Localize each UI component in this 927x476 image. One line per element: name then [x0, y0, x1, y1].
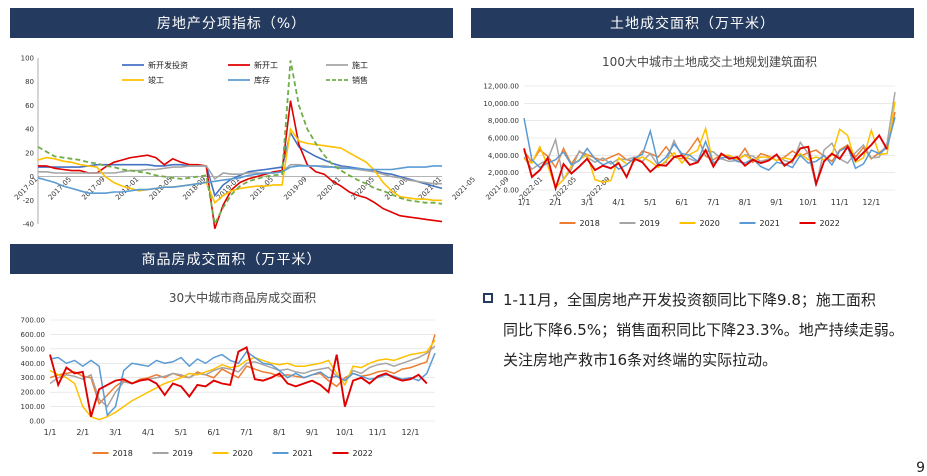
legend-label: 2022 [820, 219, 840, 228]
x-tick-label: 3/1 [109, 428, 122, 437]
x-tick-label: 11/1 [831, 198, 849, 207]
legend-label: 2021 [293, 449, 313, 458]
legend-label: 2018 [580, 219, 600, 228]
chart-title: 100大中城市土地成交土地规划建筑面积 [602, 54, 817, 69]
bullet-square-icon [483, 293, 493, 303]
y-tick-label: -40 [23, 221, 34, 229]
x-tick-label: 9/1 [770, 198, 783, 207]
x-tick-label: 4/1 [142, 428, 155, 437]
y-tick-label: 0.00 [29, 418, 45, 426]
legend-label: 2019 [640, 219, 660, 228]
x-tick-label: 11/1 [369, 428, 387, 437]
page-number: 9 [916, 460, 925, 476]
y-tick-label: 2,000.00 [488, 169, 519, 177]
legend-label: 2019 [173, 449, 193, 458]
y-tick-label: 80 [25, 78, 34, 86]
y-tick-label: 500.00 [21, 345, 46, 353]
header-housing: 商品房成交面积（万平米） [10, 244, 453, 274]
y-tick-label: 12,000.00 [483, 83, 519, 91]
x-tick-label: 6/1 [675, 198, 688, 207]
y-tick-label: 600.00 [21, 331, 46, 339]
series-line [523, 133, 888, 192]
x-tick-label: 7/1 [707, 198, 720, 207]
legend-label: 2022 [353, 449, 373, 458]
y-tick-label: 40 [25, 126, 34, 134]
x-tick-label: 8/1 [739, 198, 752, 207]
legend-label: 新开发投资 [148, 60, 188, 70]
y-tick-label: 200.00 [21, 389, 46, 397]
legend-label: 销售 [352, 75, 368, 85]
land-chart: 100大中城市土地成交土地规划建筑面积 12,000.00 10,000.00 8,0… [483, 54, 896, 228]
x-tick-label: 2/1 [549, 198, 562, 207]
legend-label: 2021 [760, 219, 780, 228]
header-indicators: 房地产分项指标（%） [10, 8, 453, 38]
series-line [523, 117, 896, 171]
x-tick-label: 10/1 [799, 198, 817, 207]
y-tick-label: 4,000.00 [488, 152, 519, 160]
y-tick-label: 100 [21, 55, 34, 63]
series-line [523, 91, 896, 186]
y-tick-label: 0 [30, 173, 34, 181]
legend-label: 库存 [254, 75, 270, 85]
y-tick-label: 400.00 [21, 360, 46, 368]
y-tick-label: 0.00 [503, 187, 519, 195]
y-tick-label: 100.00 [21, 403, 46, 411]
x-tick-label: 2/1 [76, 428, 89, 437]
series-line [49, 350, 436, 417]
x-tick-label: 10/1 [336, 428, 354, 437]
x-tick-label: 12/1 [401, 428, 419, 437]
chart-title: 30大中城市商品房成交面积 [169, 290, 316, 305]
commentary-line-1: 1-11月，全国房地产开发投资额同比下降9.8；施工面积 [503, 291, 876, 309]
commentary-line-3: 关注房地产救市16条对终端的实际拉动。 [503, 351, 778, 369]
y-tick-label: 6,000.00 [488, 135, 519, 143]
x-tick-label: 2018-01 [114, 175, 140, 201]
commentary-line-2: 同比下降6.5%；销售面积同比下降23.3%。地产持续走弱。 [503, 321, 904, 339]
legend-label: 2018 [113, 449, 133, 458]
series-line [49, 339, 436, 421]
series-line [49, 345, 436, 408]
x-tick-label: 2018-09 [181, 175, 207, 201]
x-tick-label: 5/1 [175, 428, 188, 437]
x-tick-label: 4/1 [612, 198, 625, 207]
series-line [37, 127, 442, 205]
series-line [523, 101, 896, 189]
y-tick-label: 10,000.00 [483, 100, 519, 108]
legend-label: 新开工 [254, 60, 278, 70]
x-tick-label: 6/1 [207, 428, 220, 437]
series-line [38, 100, 443, 229]
series-line [37, 165, 442, 194]
x-tick-label: 12/1 [862, 198, 880, 207]
legend-label: 施工 [352, 60, 368, 70]
x-tick-label: 7/1 [240, 428, 253, 437]
series-line [37, 60, 443, 227]
y-tick-label: 8,000.00 [488, 117, 519, 125]
x-tick-label: 8/1 [273, 428, 286, 437]
housing-chart: 30大中城市商品房成交面积 700.00 600.00 500.00 400.00 300… [21, 290, 436, 458]
header-land: 土地成交面积（万平米） [471, 8, 914, 38]
y-tick-label: 700.00 [21, 317, 46, 325]
x-tick-label: 9/1 [306, 428, 319, 437]
legend-label: 竣工 [148, 75, 164, 85]
series-line [49, 346, 428, 417]
legend-label: 2020 [233, 449, 253, 458]
x-tick-label: 1/1 [518, 198, 531, 207]
y-tick-label: 20 [25, 149, 34, 157]
x-tick-label: 1/1 [44, 428, 57, 437]
y-tick-label: 60 [25, 102, 34, 110]
x-tick-label: 2019-09 [282, 175, 308, 201]
legend-label: 2020 [700, 219, 720, 228]
x-tick-label: 3/1 [581, 198, 594, 207]
x-tick-label: 2017-09 [80, 175, 106, 201]
x-tick-label: 5/1 [644, 198, 657, 207]
series-line [49, 334, 436, 406]
y-tick-label: 300.00 [21, 374, 46, 382]
y-tick-label: -20 [23, 197, 34, 205]
